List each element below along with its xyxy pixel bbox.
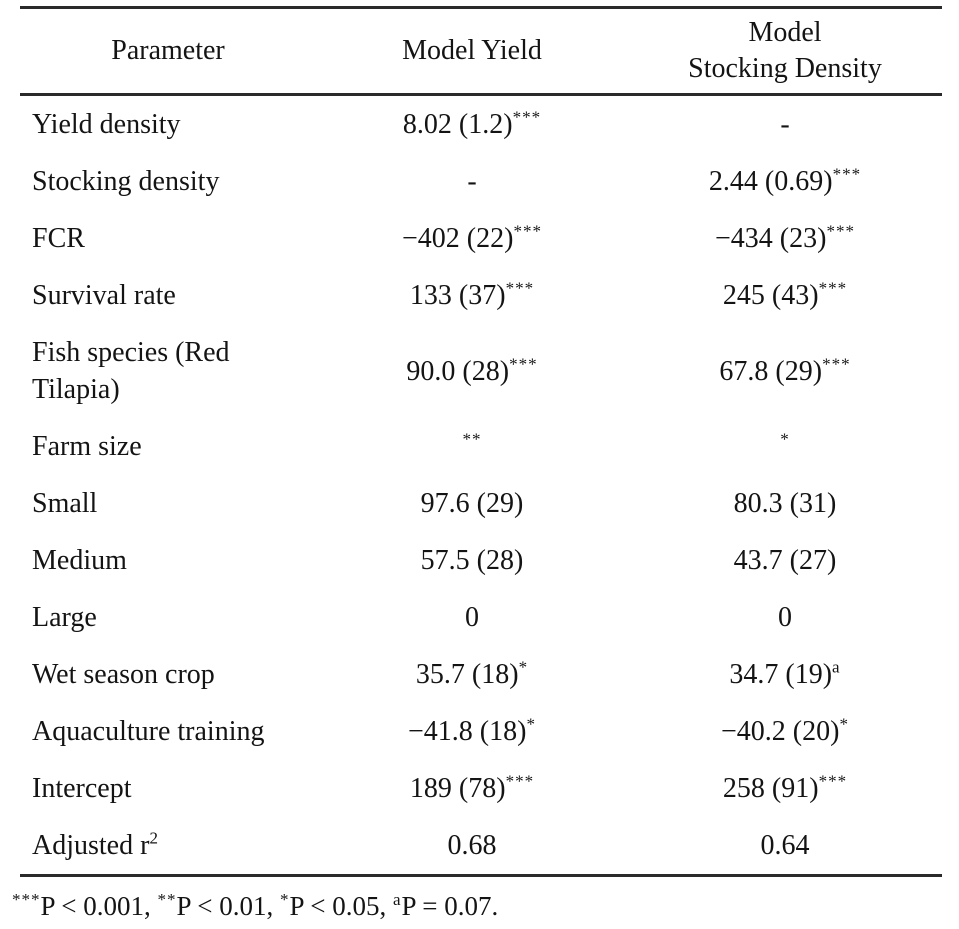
table-row-aquaculture-training: Aquaculture training −41.8 (18)* −40.2 (… bbox=[20, 703, 942, 760]
model-yield-value: 0 bbox=[465, 602, 479, 633]
significance-superscript: * bbox=[280, 890, 290, 909]
model-stocking-value: 67.8 (29) bbox=[719, 355, 823, 387]
parameter-label: Farm size bbox=[32, 431, 142, 462]
column-header-parameter: Parameter bbox=[20, 7, 316, 96]
significance-superscript: *** bbox=[512, 107, 542, 127]
column-header-model-stocking-density: Model Stocking Density bbox=[628, 7, 942, 96]
model-stocking-value: 0.64 bbox=[760, 830, 810, 861]
model-stocking-value: 34.7 (19) bbox=[729, 659, 833, 690]
header-line-1: Model bbox=[748, 17, 822, 48]
significance-superscript: *** bbox=[505, 771, 535, 791]
parameter-label: Small bbox=[32, 488, 98, 519]
table-row-stocking-density: Stocking density - 2.44 (0.69)*** bbox=[20, 153, 942, 210]
model-stocking-value: 258 (91) bbox=[722, 773, 819, 804]
table-row-large: Large 0 0 bbox=[20, 589, 942, 646]
header-line-2: Stocking Density bbox=[688, 53, 882, 84]
table-row-farm-size: Farm size ** * bbox=[20, 418, 942, 475]
model-stocking-value: 43.7 (27) bbox=[733, 545, 837, 576]
model-yield-value: 90.0 (28) bbox=[406, 355, 510, 387]
table-row-survival-rate: Survival rate 133 (37)*** 245 (43)*** bbox=[20, 267, 942, 324]
parameter-label: Wet season crop bbox=[32, 659, 215, 690]
table-row-adjusted-r2: Adjusted r2 0.68 0.64 bbox=[20, 817, 942, 877]
model-yield-value: −41.8 (18) bbox=[408, 716, 527, 747]
parameter-superscript: 2 bbox=[149, 828, 159, 848]
significance-superscript: * bbox=[526, 714, 536, 734]
significance-superscript: *** bbox=[513, 221, 542, 241]
significance-superscript: *** bbox=[505, 278, 535, 298]
parameter-label: Intercept bbox=[32, 773, 132, 804]
footnote-text: P < 0.01, bbox=[176, 891, 280, 921]
table-row-wet-season-crop: Wet season crop 35.7 (18)* 34.7 (19)a bbox=[20, 646, 942, 703]
column-header-model-yield: Model Yield bbox=[316, 7, 628, 96]
footnote-text: P < 0.05, bbox=[289, 891, 393, 921]
table-row-intercept: Intercept 189 (78)*** 258 (91)*** bbox=[20, 760, 942, 817]
parameter-label: Stocking density bbox=[32, 166, 220, 197]
model-yield-value: 133 (37) bbox=[409, 280, 506, 311]
significance-superscript: *** bbox=[818, 771, 848, 791]
parameter-label: Aquaculture training bbox=[32, 716, 265, 747]
parameter-label: Large bbox=[32, 602, 97, 633]
parameter-label: FCR bbox=[32, 223, 85, 254]
footnote-text: P < 0.001, bbox=[40, 891, 158, 921]
model-yield-value: 0.68 bbox=[447, 830, 497, 861]
significance-superscript: *** bbox=[832, 164, 862, 184]
significance-superscript: *** bbox=[818, 278, 848, 298]
model-yield-value: 8.02 (1.2) bbox=[402, 109, 513, 140]
significance-superscript: ** bbox=[462, 429, 482, 449]
significance-superscript: *** bbox=[509, 354, 538, 374]
significance-superscript: *** bbox=[826, 221, 855, 241]
model-stocking-value: 245 (43) bbox=[722, 280, 819, 311]
model-stocking-value: - bbox=[780, 109, 790, 140]
table-row-fcr: FCR −402 (22)*** −434 (23)*** bbox=[20, 210, 942, 267]
header-row: Parameter Model Yield Model Stocking Den… bbox=[20, 7, 942, 96]
table-footnote: ***P < 0.001, **P < 0.01, *P < 0.05, aP … bbox=[12, 889, 942, 923]
parameter-label: Yield density bbox=[32, 109, 181, 140]
parameter-label: Survival rate bbox=[32, 280, 176, 311]
significance-superscript: ** bbox=[157, 890, 177, 909]
footnote-text: P = 0.07. bbox=[401, 891, 499, 921]
significance-superscript: * bbox=[780, 429, 790, 449]
significance-superscript: a bbox=[393, 890, 402, 909]
parameter-label: Fish species (Red Tilapia) bbox=[32, 337, 230, 405]
model-stocking-value: 2.44 (0.69) bbox=[708, 166, 833, 197]
table-row-small: Small 97.6 (29) 80.3 (31) bbox=[20, 475, 942, 532]
parameter-label: Adjusted r bbox=[32, 830, 150, 861]
model-yield-value: 189 (78) bbox=[409, 773, 506, 804]
table-row-yield-density: Yield density 8.02 (1.2)*** - bbox=[20, 95, 942, 154]
model-yield-value: - bbox=[467, 166, 477, 197]
significance-superscript: *** bbox=[822, 354, 851, 374]
model-yield-value: −402 (22) bbox=[402, 223, 514, 254]
table-row-medium: Medium 57.5 (28) 43.7 (27) bbox=[20, 532, 942, 589]
model-stocking-value: −40.2 (20) bbox=[721, 716, 840, 747]
significance-superscript: * bbox=[839, 714, 849, 734]
significance-superscript: * bbox=[518, 657, 529, 677]
model-stocking-value: −434 (23) bbox=[715, 223, 827, 254]
significance-superscript: *** bbox=[12, 890, 41, 909]
model-yield-value: 97.6 (29) bbox=[420, 488, 524, 519]
model-yield-value: 57.5 (28) bbox=[420, 545, 524, 576]
model-yield-value: 35.7 (18) bbox=[415, 659, 519, 690]
table-row-fish-species: Fish species (Red Tilapia) 90.0 (28)*** … bbox=[20, 324, 942, 418]
parameter-label: Medium bbox=[32, 545, 127, 576]
regression-results-table: Parameter Model Yield Model Stocking Den… bbox=[20, 6, 942, 877]
model-stocking-value: 80.3 (31) bbox=[733, 488, 837, 519]
model-stocking-value: 0 bbox=[778, 602, 792, 633]
significance-superscript: a bbox=[832, 657, 841, 677]
